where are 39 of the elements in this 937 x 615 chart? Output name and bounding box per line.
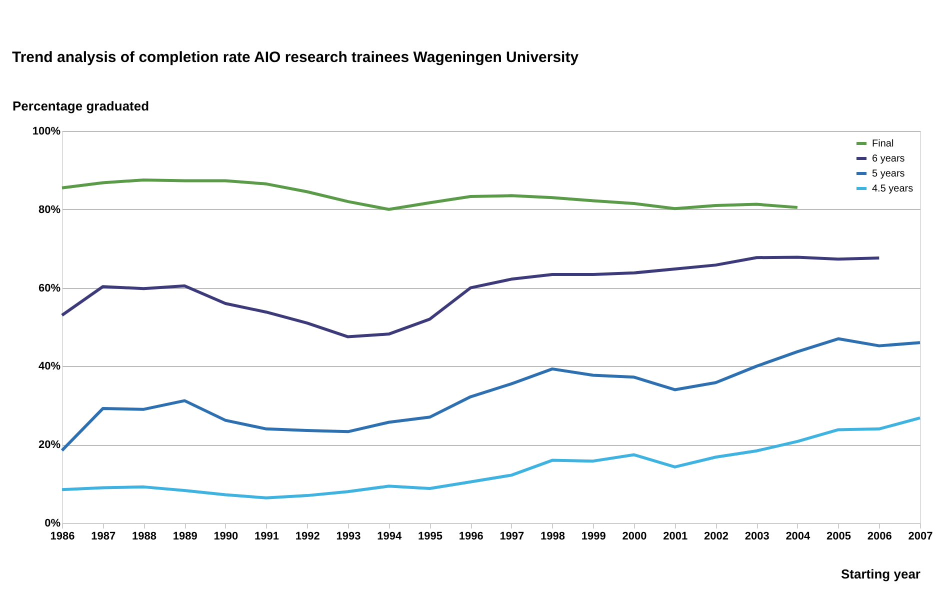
y-tick-label: 60%: [38, 282, 61, 294]
x-tick-label: 1996: [458, 530, 484, 542]
x-tick-label: 1986: [50, 530, 75, 542]
legend-label: 6 years: [872, 154, 905, 164]
line-series: [60, 416, 922, 500]
line-series: [60, 256, 881, 338]
x-tick-label: 2002: [704, 530, 728, 542]
line-series: [60, 178, 799, 211]
chart-title: Trend analysis of completion rate AIO research trainees Wageningen University: [12, 49, 580, 66]
x-tick-label: 1990: [214, 530, 238, 542]
x-tick-label: 1988: [132, 530, 156, 542]
legend-label: 4.5 years: [872, 184, 914, 194]
x-tick-label: 1999: [581, 530, 606, 542]
x-tick-label: 1997: [500, 530, 524, 542]
x-tick-label: 2005: [826, 530, 852, 542]
x-tick-label: 2007: [908, 530, 933, 542]
x-tick-label: 1998: [540, 530, 566, 542]
x-tick-label: 2004: [786, 530, 812, 542]
x-tick-label: 2000: [622, 530, 647, 542]
x-tick-label: 1992: [295, 530, 320, 542]
x-tick-label: 1991: [254, 530, 280, 542]
y-axis-title: Percentage graduated: [12, 98, 150, 114]
y-tick-label: 40%: [38, 360, 61, 373]
y-tick-label: 100%: [32, 126, 61, 138]
x-tick-label: 1995: [418, 530, 442, 542]
line-series: [60, 337, 922, 452]
x-axis-title: Starting year: [841, 566, 920, 582]
legend-label: 5 years: [872, 168, 905, 180]
y-tick-label: 0%: [44, 518, 61, 530]
x-tick-label: 2006: [867, 530, 892, 542]
y-tick-label: 20%: [38, 439, 61, 452]
x-tick-label: 1989: [172, 530, 198, 542]
y-tick-label: 80%: [38, 204, 61, 216]
x-tick-label: 1993: [336, 530, 361, 542]
legend-label: Final: [872, 138, 894, 150]
x-tick-label: 2003: [744, 530, 770, 542]
x-tick-label: 1994: [377, 530, 402, 542]
x-tick-label: 2001: [663, 530, 688, 542]
x-tick-label: 1987: [91, 530, 116, 542]
